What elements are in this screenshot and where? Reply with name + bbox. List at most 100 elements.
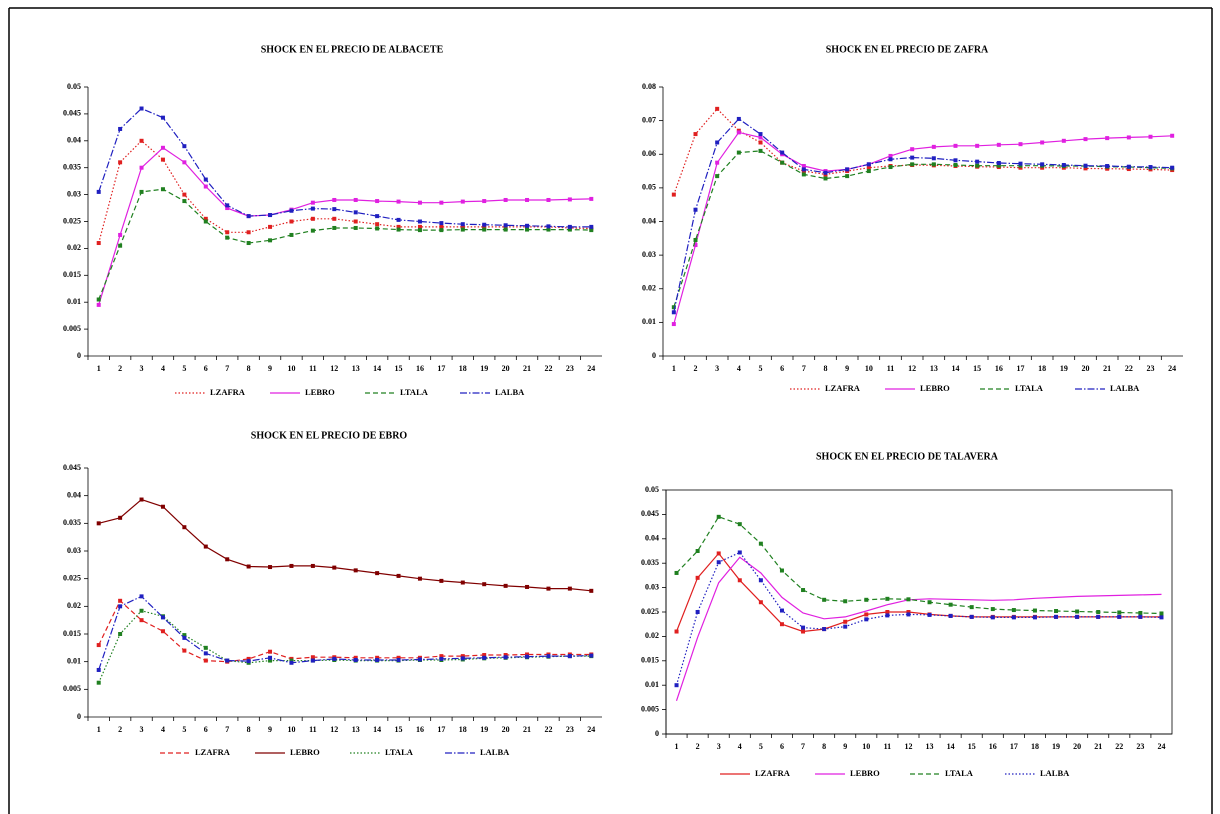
y-tick-label: 0.045 [63,463,81,472]
series-marker [460,199,465,204]
series-marker [843,624,848,629]
series-line [98,599,592,663]
series-marker [866,162,871,167]
legend-label: LALBA [495,387,525,397]
series-marker [417,219,422,224]
series-marker [482,653,487,658]
series-marker [353,568,358,573]
x-tick-label: 22 [544,364,552,373]
series-marker [353,210,358,215]
series-marker [182,635,187,640]
series-marker [736,150,741,155]
series-marker [268,649,273,654]
series-marker [888,153,893,158]
series-marker [1138,614,1143,619]
x-tick-label: 15 [395,725,403,734]
x-tick-label: 13 [352,364,360,373]
series-marker [460,227,465,232]
series-marker [1117,610,1122,615]
series-marker [693,243,698,248]
chart-title: SHOCK EN EL PRECIO DE ALBACETE [261,44,444,55]
series-marker [1105,136,1110,141]
series-marker [1040,165,1045,170]
series-marker [758,578,763,583]
series-marker [843,619,848,624]
series-marker [1138,610,1143,615]
series-marker [546,654,551,659]
series-marker [736,130,741,135]
series-marker [289,232,294,237]
y-tick-label: 0.06 [642,149,656,158]
y-tick-label: 0 [652,351,656,360]
series-marker [589,196,594,201]
series-marker [460,654,465,659]
x-tick-label: 8 [247,364,251,373]
series-line [98,498,592,592]
series-marker [737,550,742,555]
x-tick-label: 12 [330,364,338,373]
series-marker [1126,135,1131,140]
legend-label: LEBRO [305,387,335,397]
series-marker [375,658,380,663]
series-marker [268,224,273,229]
series-marker [969,614,974,619]
series-marker [969,605,974,610]
series-marker [906,612,911,617]
series-marker [375,655,380,660]
series-marker [182,525,187,530]
x-tick-label: 11 [887,364,895,373]
series-marker [225,230,230,235]
series-marker [845,174,850,179]
series-marker [396,217,401,222]
series-marker [953,158,958,163]
x-tick-label: 21 [1103,364,1111,373]
x-tick-label: 7 [802,364,806,373]
x-tick-label: 16 [416,725,424,734]
y-tick-label: 0.08 [642,82,656,91]
x-tick-label: 7 [225,364,229,373]
series-marker [482,199,487,204]
series-marker [246,241,251,246]
x-tick-label: 10 [287,725,295,734]
y-tick-label: 0.04 [67,136,81,145]
series-marker [353,658,358,663]
series-marker [546,227,551,232]
legend-label: LALBA [1110,383,1140,393]
y-tick-label: 0.005 [63,324,81,333]
series-marker [693,132,698,137]
series-marker [779,608,784,613]
x-tick-label: 4 [737,364,741,373]
x-tick-label: 17 [437,725,445,734]
series-marker [396,573,401,578]
x-tick-label: 21 [523,364,531,373]
series-marker [589,224,594,229]
series-marker [695,549,700,553]
series-marker [1018,165,1023,170]
x-tick-label: 23 [1136,742,1144,751]
series-marker [525,197,530,202]
series-marker [139,608,144,613]
series-marker [888,157,893,162]
series-marker [864,597,869,602]
series-marker [96,189,101,194]
series-marker [396,655,401,660]
series-marker [246,659,251,664]
series-marker [885,596,890,601]
series-marker [1075,609,1080,614]
x-tick-label: 13 [926,742,934,751]
series-marker [1040,162,1045,167]
y-tick-label: 0.05 [642,183,656,192]
x-tick-label: 4 [738,742,742,751]
series-marker [182,633,187,638]
series-marker [375,214,380,219]
y-tick-label: 0.005 [641,704,659,713]
series-marker [160,145,165,150]
series-marker [671,322,676,327]
y-tick-label: 0.035 [63,163,81,172]
series-marker [801,172,806,177]
series-marker [96,241,101,246]
series-marker [203,177,208,182]
x-tick-label: 2 [118,364,122,373]
series-marker [715,174,720,179]
